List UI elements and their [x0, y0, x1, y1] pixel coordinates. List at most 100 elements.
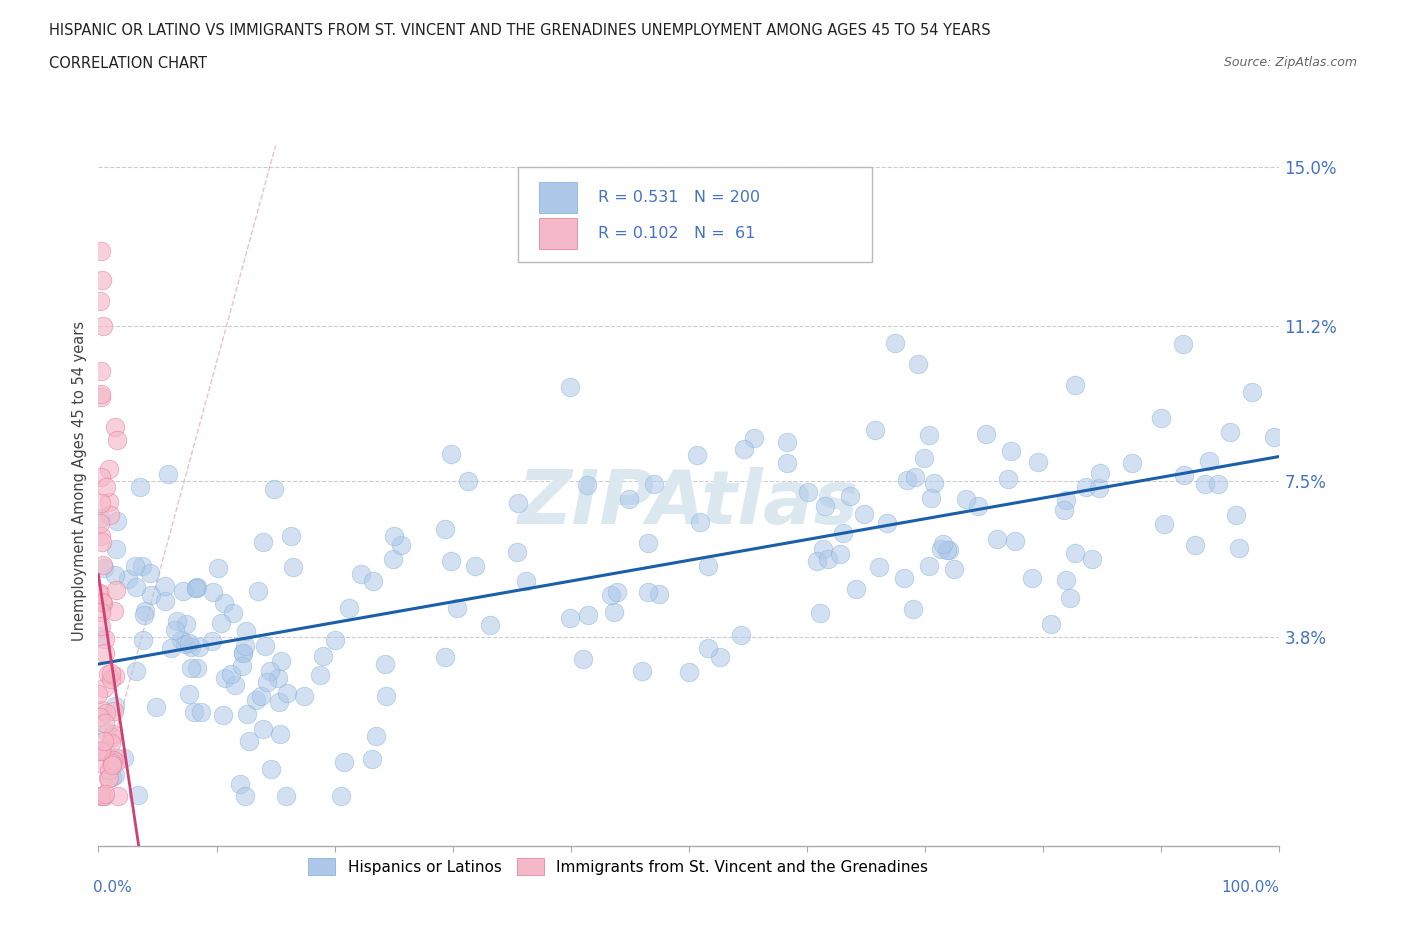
- Point: [1225, 508, 1247, 523]
- Point: [125, 579, 148, 594]
- Point: [124, 559, 146, 574]
- Point: [89, 756, 111, 771]
- Point: [1173, 468, 1195, 483]
- Point: [98, 763, 121, 777]
- Point: [174, 617, 197, 631]
- Point: [1076, 480, 1098, 495]
- Text: R = 0.102   N =  61: R = 0.102 N = 61: [598, 226, 755, 241]
- Point: [177, 687, 200, 702]
- Point: [560, 610, 582, 625]
- Point: [709, 649, 731, 664]
- Point: [1054, 492, 1077, 507]
- Point: [901, 601, 924, 616]
- Point: [997, 472, 1019, 486]
- Point: [179, 635, 201, 650]
- Point: [90, 496, 112, 511]
- Point: [104, 755, 127, 770]
- Point: [94, 743, 117, 758]
- Point: [96, 724, 118, 739]
- Point: [1198, 453, 1220, 468]
- Point: [936, 543, 959, 558]
- Point: [578, 607, 600, 622]
- Point: [363, 574, 385, 589]
- Point: [515, 574, 537, 589]
- Point: [845, 581, 868, 596]
- Point: [101, 758, 124, 773]
- Point: [876, 515, 898, 530]
- Point: [274, 789, 297, 804]
- Point: [229, 777, 252, 791]
- Point: [101, 754, 124, 769]
- Point: [107, 789, 129, 804]
- Point: [312, 648, 335, 663]
- Point: [776, 456, 799, 471]
- Point: [256, 675, 278, 690]
- Point: [689, 514, 711, 529]
- Point: [434, 649, 457, 664]
- Point: [155, 578, 177, 593]
- Point: [637, 585, 659, 600]
- Point: [381, 551, 404, 566]
- Point: [918, 428, 941, 443]
- Text: ZIPAtlas: ZIPAtlas: [519, 467, 859, 539]
- Point: [1121, 455, 1143, 470]
- Point: [893, 571, 915, 586]
- Point: [325, 633, 347, 648]
- Point: [104, 751, 127, 765]
- Point: [160, 640, 183, 655]
- Point: [89, 294, 111, 309]
- Point: [101, 752, 124, 767]
- Point: [903, 470, 925, 485]
- Point: [90, 272, 112, 287]
- Point: [246, 584, 269, 599]
- Point: [89, 789, 111, 804]
- Point: [697, 641, 720, 656]
- Point: [117, 571, 139, 586]
- Point: [180, 640, 202, 655]
- Text: HISPANIC OR LATINO VS IMMIGRANTS FROM ST. VINCENT AND THE GRENADINES UNEMPLOYMEN: HISPANIC OR LATINO VS IMMIGRANTS FROM ST…: [49, 23, 991, 38]
- Point: [1053, 503, 1076, 518]
- Point: [907, 356, 929, 371]
- Point: [139, 565, 162, 580]
- Point: [180, 660, 202, 675]
- Point: [98, 770, 121, 785]
- Point: [207, 561, 229, 576]
- Point: [1063, 378, 1085, 392]
- Point: [90, 528, 112, 543]
- Point: [93, 789, 115, 804]
- Point: [87, 686, 110, 701]
- Point: [1021, 570, 1043, 585]
- Point: [267, 671, 290, 685]
- Point: [186, 660, 208, 675]
- Point: [166, 613, 188, 628]
- Point: [292, 688, 315, 703]
- Point: [361, 751, 384, 766]
- Point: [245, 692, 267, 707]
- Point: [603, 605, 626, 620]
- Point: [678, 664, 700, 679]
- Point: [986, 531, 1008, 546]
- Point: [104, 541, 127, 556]
- Point: [103, 604, 125, 618]
- Point: [105, 513, 128, 528]
- Point: [90, 470, 112, 485]
- Point: [89, 515, 111, 530]
- Point: [797, 485, 820, 499]
- Point: [91, 703, 114, 718]
- Point: [97, 771, 120, 786]
- Point: [104, 768, 127, 783]
- Point: [98, 508, 121, 523]
- Point: [1194, 476, 1216, 491]
- Point: [184, 580, 207, 595]
- Point: [187, 639, 209, 654]
- Point: [382, 528, 405, 543]
- Text: Source: ZipAtlas.com: Source: ZipAtlas.com: [1223, 56, 1357, 69]
- Point: [813, 542, 835, 557]
- Point: [730, 628, 752, 643]
- Point: [1150, 410, 1173, 425]
- Point: [112, 751, 135, 765]
- Point: [132, 632, 155, 647]
- Point: [101, 755, 124, 770]
- Point: [259, 663, 281, 678]
- Point: [1090, 466, 1112, 481]
